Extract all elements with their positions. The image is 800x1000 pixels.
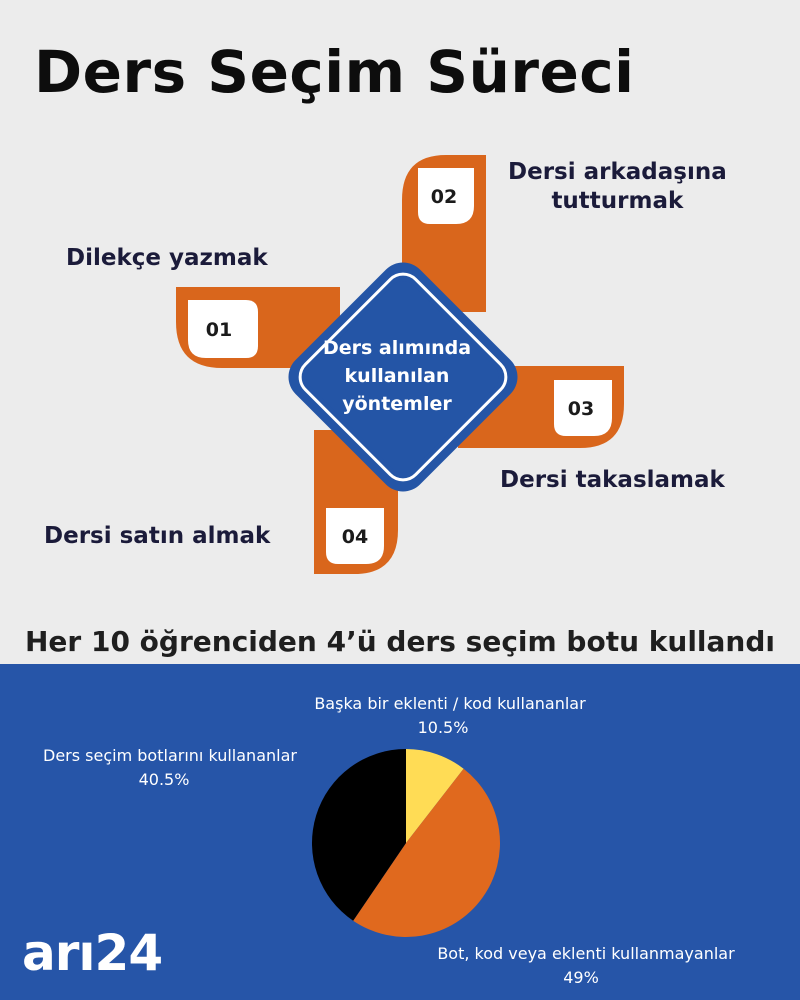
center-diamond-inner (306, 280, 500, 474)
logo-text-a: arı (22, 924, 96, 982)
slice-label-other: Başka bir eklenti / kod kullananlar 10.5… (270, 692, 630, 740)
methods-diagram: Ders alımında kullanılan yöntemler 01 02… (176, 155, 624, 574)
slice-name-bots: Ders seçim botlarını kullananlar (43, 746, 297, 765)
step-03-number: 03 (568, 398, 594, 420)
step-01-badge (188, 300, 258, 358)
step-04-label: Dersi satın almak (44, 523, 271, 549)
step-01-number: 01 (206, 319, 232, 341)
logo: arı24 (22, 924, 164, 982)
slice-value-none: 49% (563, 968, 599, 987)
step-02-badge (418, 168, 474, 224)
slice-label-none: Bot, kod veya eklenti kullanmayanlar 49% (386, 942, 786, 990)
slice-label-bots: Ders seçim botlarını kullananlar 40.5% (10, 744, 330, 792)
step-04-badge (326, 508, 384, 564)
pie-slice-none (353, 768, 501, 938)
step-04-number: 04 (342, 526, 368, 548)
page-title: Ders Seçim Süreci (34, 38, 635, 106)
pie-slice-bots (311, 749, 406, 921)
slice-name-other: Başka bir eklenti / kod kullananlar (314, 694, 586, 713)
step-02-label: Dersi arkadaşına tutturmak (508, 159, 727, 214)
logo-text-b: 24 (94, 924, 164, 982)
slice-value-other: 10.5% (417, 718, 469, 737)
center-line-2: kullanılan (345, 365, 450, 387)
center-diamond-ring (298, 272, 508, 482)
step-03-label: Dersi takaslamak (500, 467, 725, 493)
center-line-1: Ders alımında (323, 337, 471, 359)
slice-name-none: Bot, kod veya eklenti kullanmayanlar (437, 944, 735, 963)
slice-value-bots: 40.5% (138, 770, 190, 789)
step-01-label: Dilekçe yazmak (66, 245, 268, 271)
chart-title: Her 10 öğrenciden 4’ü ders seçim botu ku… (0, 622, 800, 662)
step-03-badge (554, 380, 612, 436)
pie-slice-other (406, 749, 464, 843)
step-02-number: 02 (431, 186, 457, 208)
center-line-3: yöntemler (342, 393, 452, 415)
